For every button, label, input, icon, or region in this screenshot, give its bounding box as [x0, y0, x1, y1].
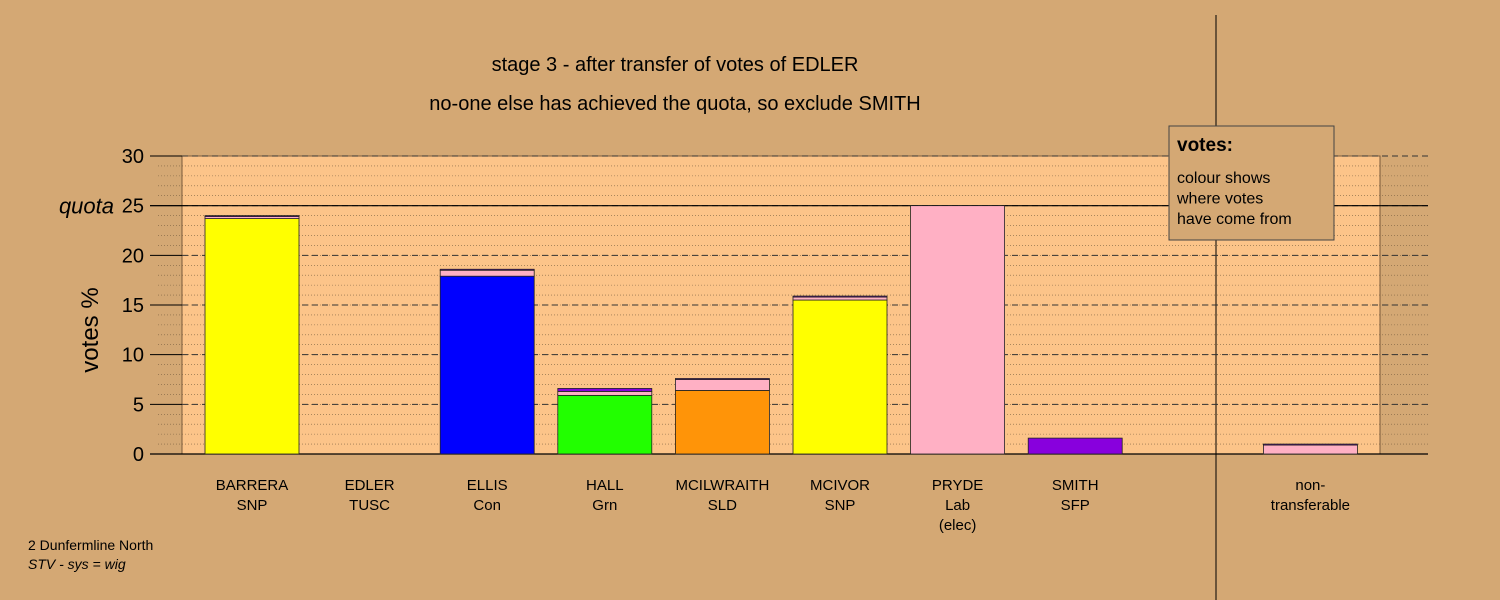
x-tick-label: SMITH SFP	[1052, 477, 1099, 514]
x-tick-label: MCIVOR SNP	[810, 477, 870, 514]
x-tick-label: EDLER TUSC	[345, 477, 395, 514]
x-tick-label-line: non-	[1295, 477, 1325, 494]
x-tick-label: BARRERA SNP	[216, 477, 289, 514]
x-tick-label-line: SLD	[708, 497, 737, 514]
x-tick-label-line: Con	[473, 497, 501, 514]
bar-segment	[1263, 443, 1358, 446]
y-tick-label: 20	[122, 245, 144, 267]
bar-segment	[557, 394, 653, 455]
legend-text: colour shows	[1177, 170, 1270, 187]
bar-segment	[675, 390, 770, 455]
y-tick-label: 30	[122, 146, 144, 168]
bar-segment	[439, 269, 535, 277]
legend-title: votes:	[1177, 135, 1233, 156]
x-tick-label-line: Lab	[945, 497, 970, 514]
bar-segment	[792, 296, 888, 301]
y-tick-label: 25	[122, 196, 144, 218]
y-axis-label: votes %	[77, 287, 104, 372]
footer-line: 2 Dunfermline North	[28, 537, 153, 553]
x-tick-label-line: SNP	[237, 497, 268, 514]
chart-title: stage 3 - after transfer of votes of EDL…	[492, 54, 859, 76]
bar-segment	[675, 378, 770, 380]
legend: votes: colour shows where votes have come f…	[1168, 125, 1335, 241]
x-tick-label: non-transferable	[1271, 477, 1350, 514]
x-tick-label: HALL Grn	[586, 477, 624, 514]
bar-segment	[792, 299, 888, 455]
y-tick-label: 10	[122, 345, 144, 367]
x-tick-label-line: TUSC	[349, 497, 390, 514]
x-tick-label-line: BARRERA	[216, 477, 289, 494]
x-tick-label-line: MCILWRAITH	[675, 477, 769, 494]
bar-segment	[557, 391, 653, 396]
x-tick-label: ELLIS Con	[467, 477, 508, 514]
x-tick-label-line: HALL	[586, 477, 624, 494]
x-tick-label-line: ELLIS	[467, 477, 508, 494]
bar-segment	[557, 388, 653, 392]
legend-text: where votes	[1176, 191, 1263, 208]
x-tick-label-line: SMITH	[1052, 477, 1099, 494]
x-tick-label-line: SNP	[825, 497, 856, 514]
x-tick-label-line: transferable	[1271, 497, 1350, 514]
bar-segment	[1027, 437, 1123, 455]
quota-label: quota	[59, 194, 114, 219]
bar-segment	[439, 268, 535, 271]
bar-segment	[792, 295, 888, 298]
y-tick-label: 0	[133, 444, 144, 466]
bar-segment	[204, 218, 300, 455]
legend-text: have come from	[1177, 211, 1292, 228]
x-tick-label-line: EDLER	[345, 477, 395, 494]
bar-segment	[675, 379, 770, 391]
footer-line: STV - sys = wig	[28, 556, 126, 572]
x-tick-label-line: (elec)	[939, 517, 977, 534]
x-tick-label-line: Grn	[592, 497, 617, 514]
bar-segment	[910, 205, 1005, 455]
x-tick-label: PRYDE Lab (elec)	[932, 477, 983, 534]
bar-segment	[204, 215, 300, 217]
chart-subtitle: no-one else has achieved the quota, so e…	[429, 93, 920, 115]
x-tick-label-line: PRYDE	[932, 477, 983, 494]
y-tick-label: 15	[122, 295, 144, 317]
x-tick-label-line: SFP	[1061, 497, 1090, 514]
legend-box	[1168, 125, 1335, 241]
bar-segment	[439, 275, 535, 455]
x-tick-label: MCILWRAITH SLD	[675, 477, 769, 514]
x-tick-label-line: MCIVOR	[810, 477, 870, 494]
y-tick-label: 5	[133, 394, 144, 416]
bar-segment	[1263, 444, 1358, 455]
